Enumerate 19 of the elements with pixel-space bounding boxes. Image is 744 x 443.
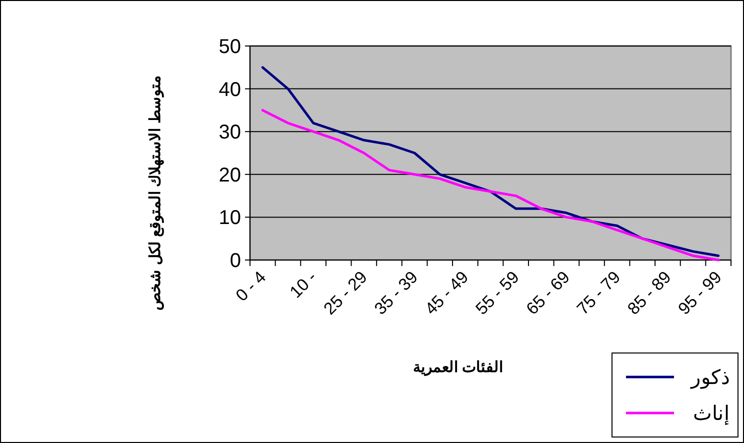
y-tick-label: 10: [218, 207, 241, 230]
line-series: [261, 108, 720, 262]
y-tick-label: 20: [218, 164, 241, 186]
x-tick-label: 55 - 59: [472, 268, 523, 318]
x-tick-label: 25 - 29: [320, 268, 371, 318]
x-tick-label: 65 - 69: [522, 268, 574, 318]
y-tick-label: 40: [218, 78, 241, 101]
x-tick-label: 45 - 49: [421, 268, 472, 318]
x-tick-label: 75 - 79: [573, 268, 624, 318]
y-tick-label: 30: [218, 122, 241, 144]
y-axis-title: متوسط الاستهلاك المتوقع لكل شخص: [147, 76, 164, 310]
x-tick-label: 95 - 99: [674, 268, 726, 318]
x-tick-label: 85 - 89: [624, 268, 675, 318]
y-tick-label: 50: [218, 36, 241, 58]
legend-label: ذكور: [690, 367, 730, 389]
legend-label: إناث: [693, 403, 730, 426]
x-axis-title: الفئات العمرية: [412, 359, 504, 376]
x-tick-label: 10 -: [286, 268, 320, 302]
x-tick-label: 35 - 39: [370, 268, 422, 318]
